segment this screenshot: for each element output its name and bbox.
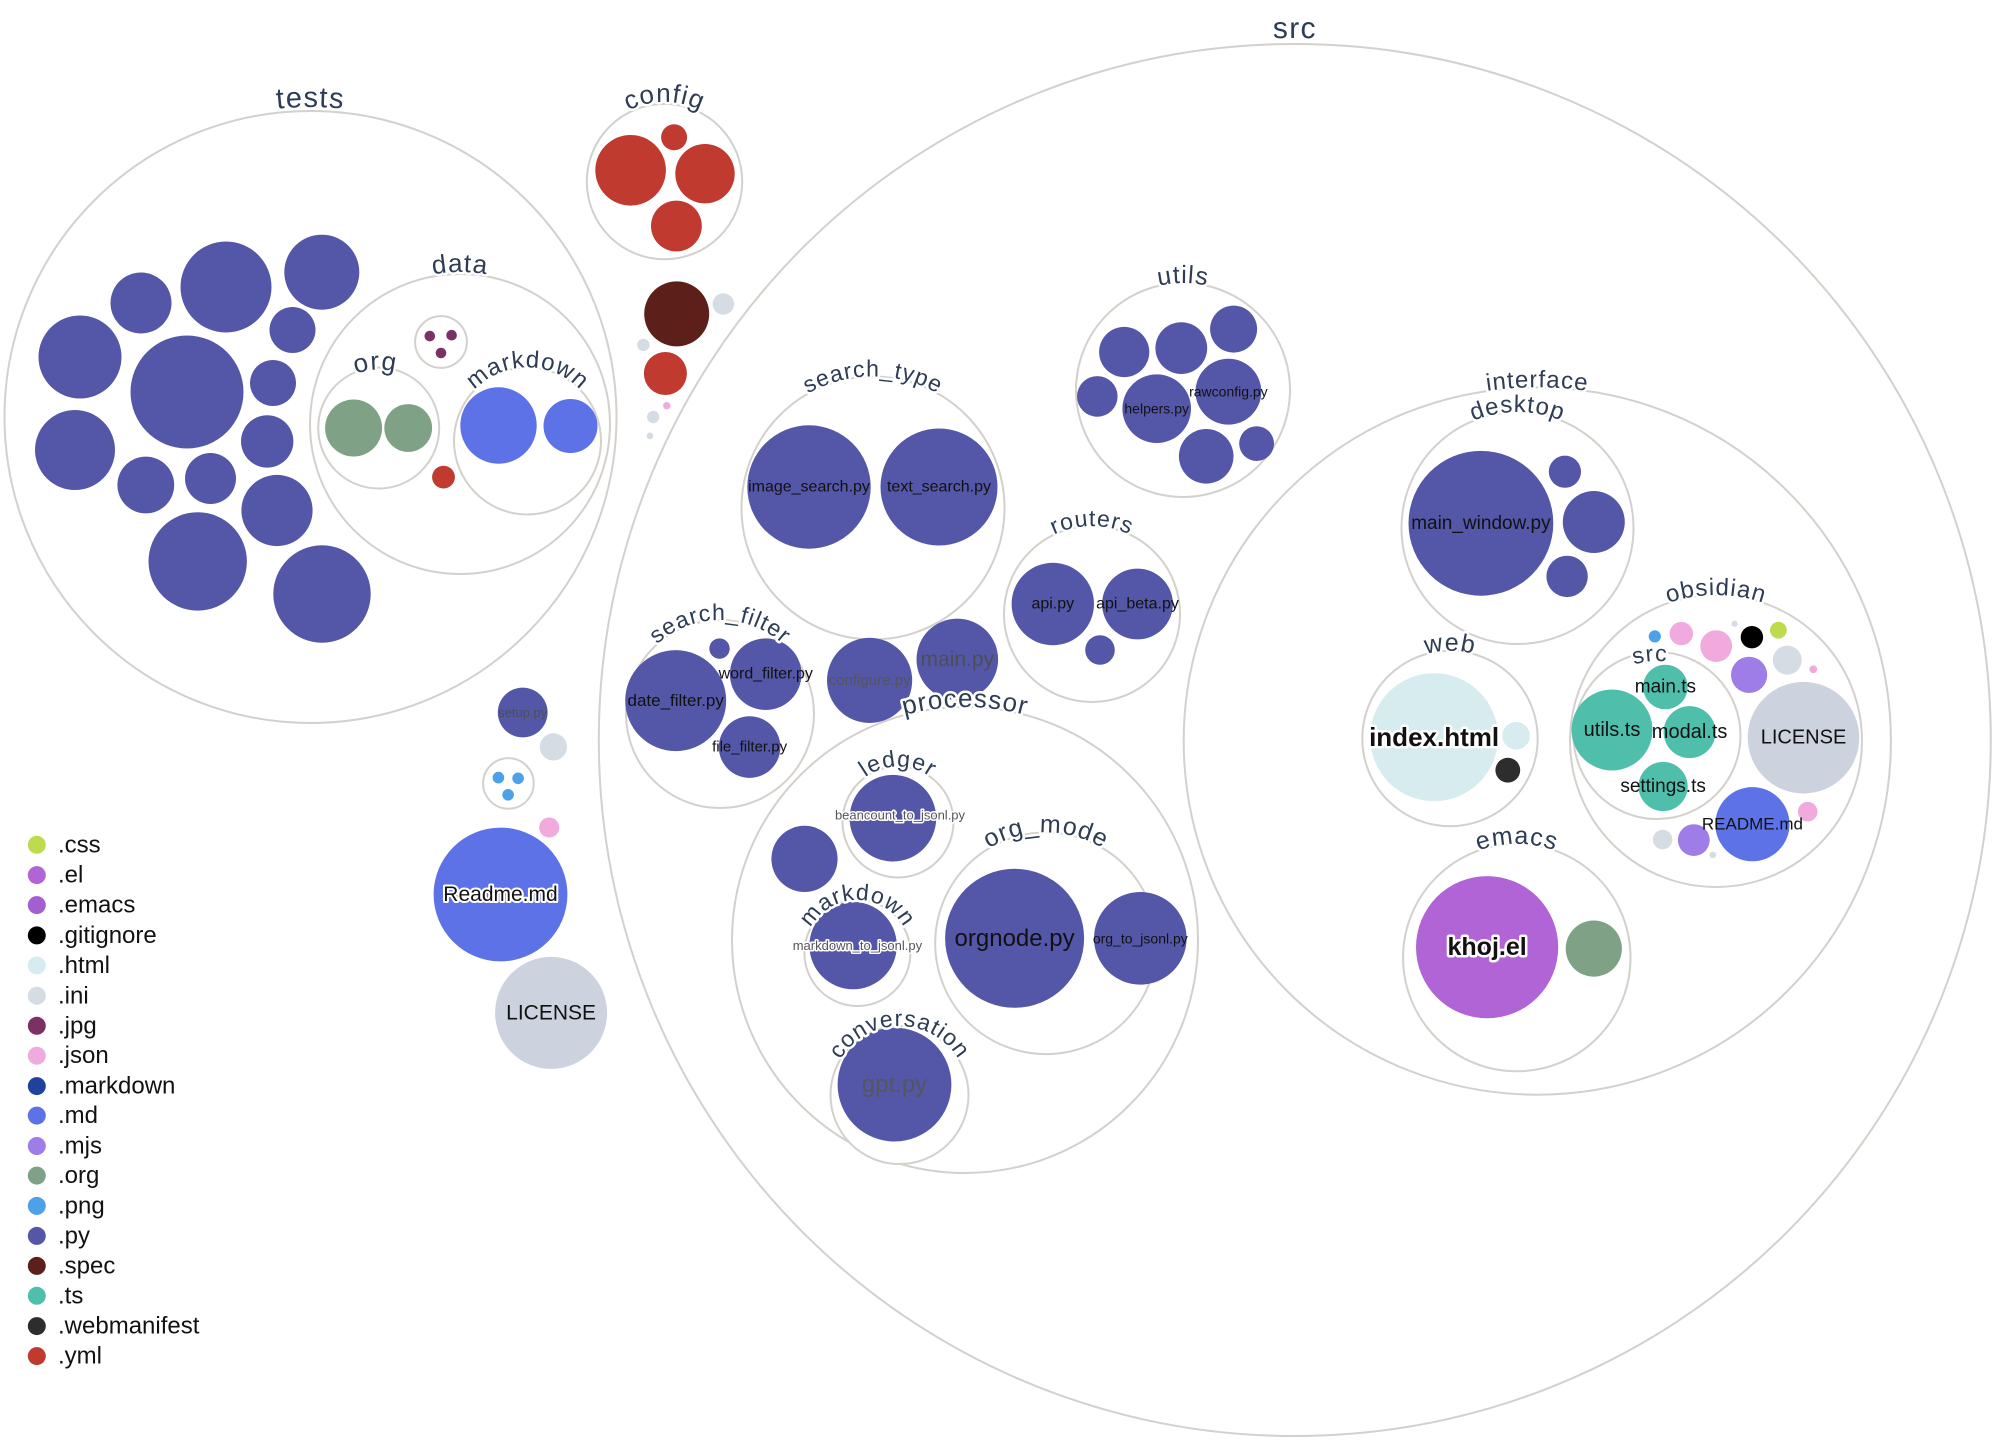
svg-text:.webmanifest: .webmanifest [58, 1313, 200, 1340]
svg-text:org_to_jsonl.py: org_to_jsonl.py [1093, 930, 1188, 946]
svg-text:index.html: index.html [1369, 722, 1499, 752]
svg-text:setup.py: setup.py [498, 705, 548, 720]
svg-text:LICENSE: LICENSE [1761, 727, 1847, 749]
svg-text:.spec: .spec [58, 1252, 115, 1279]
svg-text:data: data [430, 248, 490, 280]
svg-text:src: src [1629, 640, 1668, 669]
svg-text:src: src [1273, 12, 1317, 45]
svg-text:helpers.py: helpers.py [1124, 401, 1189, 417]
svg-text:api_beta.py: api_beta.py [1096, 596, 1179, 613]
svg-text:tests: tests [275, 82, 347, 116]
svg-text:text_search.py: text_search.py [887, 479, 991, 496]
svg-text:.org: .org [58, 1162, 99, 1189]
svg-text:configure.py: configure.py [829, 672, 911, 689]
svg-text:utils: utils [1155, 261, 1211, 292]
svg-text:Readme.md: Readme.md [443, 883, 557, 906]
svg-text:api.py: api.py [1031, 596, 1074, 613]
svg-text:main_window.py: main_window.py [1411, 513, 1551, 534]
svg-text:.gitignore: .gitignore [58, 922, 157, 949]
svg-text:.emacs: .emacs [58, 892, 135, 919]
svg-text:.markdown: .markdown [58, 1073, 175, 1100]
svg-text:rawconfig.py: rawconfig.py [1189, 384, 1268, 400]
svg-text:.yml: .yml [58, 1343, 102, 1370]
svg-text:.css: .css [58, 831, 101, 858]
svg-text:LICENSE: LICENSE [506, 1001, 596, 1024]
svg-text:.html: .html [58, 952, 110, 979]
svg-text:file_filter.py: file_filter.py [712, 739, 788, 756]
svg-text:.jpg: .jpg [58, 1012, 97, 1039]
svg-text:orgnode.py: orgnode.py [955, 925, 1075, 952]
svg-text:settings.ts: settings.ts [1620, 776, 1706, 797]
svg-text:word_filter.py: word_filter.py [718, 666, 813, 683]
svg-text:khoj.el: khoj.el [1448, 933, 1527, 961]
svg-text:date_filter.py: date_filter.py [627, 691, 724, 710]
svg-text:gpt.py: gpt.py [862, 1071, 927, 1098]
svg-text:.png: .png [58, 1192, 105, 1219]
svg-text:utils.ts: utils.ts [1584, 719, 1641, 741]
svg-text:.mjs: .mjs [58, 1133, 102, 1160]
svg-text:main.ts: main.ts [1635, 677, 1696, 698]
svg-text:beancount_to_jsonl.py: beancount_to_jsonl.py [835, 808, 966, 823]
svg-text:README.md: README.md [1702, 815, 1803, 834]
svg-text:.json: .json [58, 1042, 109, 1069]
svg-text:main.py: main.py [921, 648, 995, 671]
svg-text:.md: .md [58, 1102, 98, 1129]
svg-text:markdown_to_jsonl.py: markdown_to_jsonl.py [793, 938, 923, 953]
svg-text:org: org [349, 345, 399, 379]
svg-text:modal.ts: modal.ts [1652, 721, 1728, 743]
svg-text:image_search.py: image_search.py [748, 479, 870, 496]
svg-text:.ts: .ts [58, 1282, 83, 1309]
svg-text:.el: .el [58, 862, 83, 889]
svg-text:.py: .py [58, 1222, 90, 1249]
svg-text:web: web [1421, 629, 1478, 660]
svg-text:.ini: .ini [58, 982, 89, 1009]
